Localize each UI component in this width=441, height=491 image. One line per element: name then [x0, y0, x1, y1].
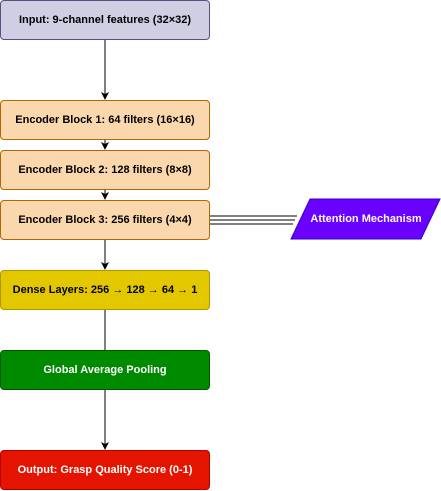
encoder-block-2-label: Encoder Block 2: 128 filters (8×8) [18, 164, 192, 176]
edge-encoder3-to-attention [210, 215, 297, 225]
attention-mechanism-shape [290, 198, 441, 240]
attention-mechanism-label: Attention Mechanism [310, 213, 422, 225]
encoder-block-1-node: Encoder Block 1: 64 filters (16×16) [0, 100, 210, 140]
encoder-block-3-label: Encoder Block 3: 256 filters (4×4) [18, 214, 192, 226]
attention-mechanism-node: Attention Mechanism [291, 199, 441, 239]
input-node-label: Input: 9-channel features (32×32) [18, 14, 192, 26]
input-node: Input: 9-channel features (32×32) [0, 0, 210, 40]
encoder-block-2-node: Encoder Block 2: 128 filters (8×8) [0, 150, 210, 190]
global-average-pooling-node: Global Average Pooling [0, 350, 210, 390]
dense-layers-label: Dense Layers: 256 → 128 → 64 → 1 [12, 284, 198, 296]
encoder-block-1-label: Encoder Block 1: 64 filters (16×16) [15, 114, 195, 126]
dense-layers-node: Dense Layers: 256 → 128 → 64 → 1 [0, 270, 210, 310]
output-node: Output: Grasp Quality Score (0-1) [0, 450, 210, 490]
output-node-label: Output: Grasp Quality Score (0-1) [17, 464, 193, 476]
encoder-block-3-node: Encoder Block 3: 256 filters (4×4) [0, 200, 210, 240]
global-average-pooling-label: Global Average Pooling [43, 364, 167, 376]
